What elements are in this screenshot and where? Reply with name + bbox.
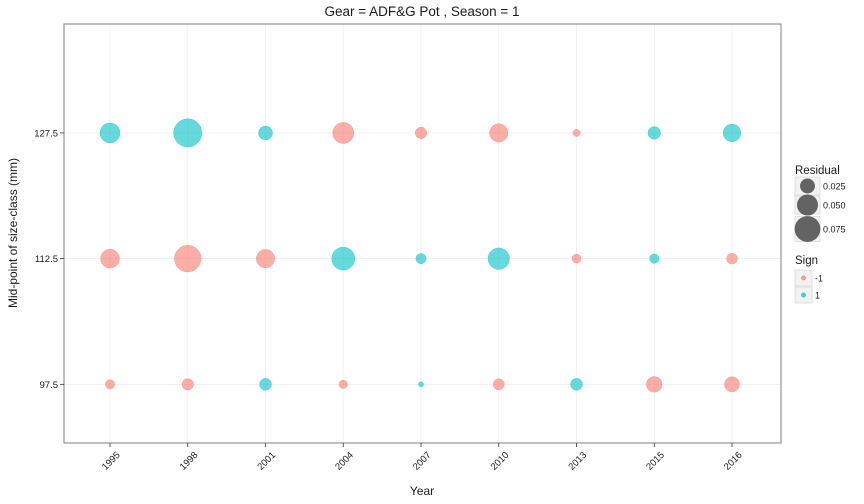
data-point	[418, 381, 424, 388]
data-point	[174, 245, 202, 273]
y-tick-label: 97.5	[40, 380, 59, 391]
data-point	[256, 249, 275, 269]
sign-legend-title: Sign	[795, 255, 818, 267]
size-legend-title: Residual	[795, 165, 840, 177]
data-point	[487, 247, 510, 270]
data-points	[99, 118, 742, 393]
data-point	[722, 123, 742, 143]
sign-legend-symbol	[801, 275, 806, 281]
size-legend-label: 0.050	[823, 201, 846, 211]
data-point	[259, 378, 272, 391]
chart-title: Gear = ADF&G Pot , Season = 1	[324, 4, 519, 19]
size-legend-symbol	[796, 194, 819, 216]
data-point	[572, 129, 581, 137]
size-legend-label: 0.025	[823, 182, 846, 192]
y-tick-label: 127.5	[34, 128, 58, 139]
x-axis-title: Year	[410, 484, 434, 498]
data-point	[571, 253, 582, 264]
plot-panel-border	[63, 23, 782, 444]
data-point	[414, 126, 428, 139]
data-point	[724, 376, 740, 393]
size-legend-symbol	[800, 178, 815, 194]
data-point	[181, 378, 194, 391]
data-point	[570, 378, 583, 391]
data-point	[489, 123, 509, 143]
data-point	[105, 379, 115, 390]
data-point	[173, 118, 203, 148]
size-legend-label: 0.075	[823, 225, 846, 235]
data-point	[649, 253, 660, 264]
sign-legend-label: -1	[815, 274, 823, 284]
size-legend-symbol	[794, 216, 821, 242]
legends: Residual 0.025 0.050 0.075 Sign -1 1	[794, 165, 846, 304]
data-point	[258, 125, 273, 141]
sign-legend-symbol	[801, 292, 806, 298]
data-point	[726, 253, 738, 265]
sign-legend-label: 1	[815, 291, 820, 301]
data-point	[415, 253, 427, 265]
data-point	[331, 246, 356, 271]
data-point	[99, 122, 121, 144]
y-axis-title: Mid-point of size-class (mm)	[6, 158, 20, 308]
data-point	[332, 122, 355, 144]
y-tick-label: 112.5	[35, 254, 58, 265]
data-point	[100, 248, 120, 269]
data-point	[492, 378, 505, 391]
data-point	[647, 126, 661, 140]
data-point	[646, 376, 663, 393]
data-point	[338, 379, 348, 389]
